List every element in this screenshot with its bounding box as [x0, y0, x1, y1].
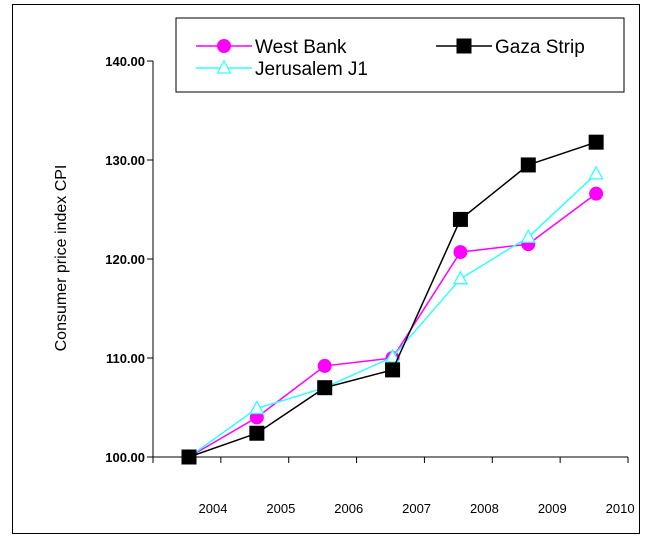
x-tick-label: 2006 [334, 501, 363, 516]
legend-label: Jerusalem J1 [255, 59, 368, 80]
data-point [181, 449, 197, 465]
axes [152, 61, 628, 458]
data-point [452, 211, 468, 227]
data-point [384, 348, 401, 363]
data-point [588, 134, 604, 150]
chart-frame [12, 4, 640, 534]
x-tick-label: 2010 [606, 501, 635, 516]
data-point [317, 380, 333, 396]
y-tick-label: 100.00 [105, 450, 145, 465]
data-point [249, 400, 265, 415]
data-point [520, 228, 536, 243]
series-gaza-strip [181, 134, 604, 465]
y-axis-ticks: 100.00 110.00 120.00 130.00 140.00 [105, 54, 153, 465]
data-point [588, 165, 604, 180]
y-tick-label: 120.00 [105, 252, 145, 267]
x-tick-label: 2008 [470, 501, 499, 516]
y-axis-label: Consumer price index CPI [53, 165, 70, 352]
x-tick-label: 2005 [266, 501, 295, 516]
series-jerusalem-j1 [181, 165, 604, 463]
legend-marker [217, 39, 231, 53]
legend-marker [216, 59, 232, 74]
y-tick-label: 140.00 [105, 54, 145, 69]
data-point [520, 157, 536, 173]
legend-label: Gaza Strip [495, 37, 585, 58]
series-layer [181, 134, 604, 465]
data-point [589, 186, 604, 201]
data-point [249, 425, 265, 441]
series-line [188, 173, 597, 458]
data-point [317, 358, 332, 373]
x-tick-label: 2007 [402, 501, 431, 516]
series-line [188, 141, 597, 458]
x-tick-label: 2009 [538, 501, 567, 516]
x-axis-ticks: 2004 2005 2006 2007 2008 2009 2010 [152, 457, 635, 516]
legend-box [175, 17, 625, 93]
series-west-bank [182, 186, 604, 464]
legend-marker [456, 38, 472, 54]
x-tick-label: 2004 [199, 501, 228, 516]
legend-label: West Bank [255, 37, 347, 58]
data-point [453, 245, 468, 260]
data-point [385, 362, 401, 378]
y-tick-label: 130.00 [105, 153, 145, 168]
y-tick-label: 110.00 [106, 351, 145, 366]
data-point [452, 270, 469, 285]
